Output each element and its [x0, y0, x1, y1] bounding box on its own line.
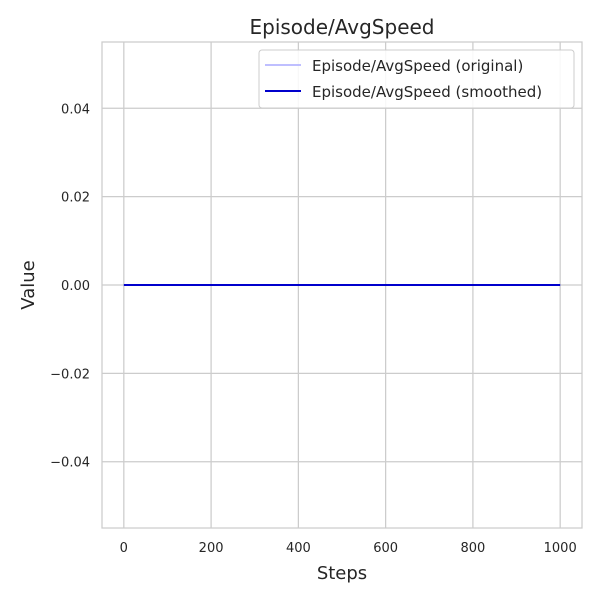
x-tick-label: 0 — [120, 541, 128, 556]
x-tick-label: 400 — [286, 541, 311, 556]
y-tick-label: −0.02 — [50, 367, 90, 382]
y-tick-label: 0.00 — [61, 279, 90, 294]
legend-label-smoothed: Episode/AvgSpeed (smoothed) — [312, 83, 542, 101]
x-tick-label: 600 — [373, 541, 398, 556]
x-axis-label: Steps — [317, 563, 367, 584]
plot-frame — [101, 41, 583, 529]
x-tick-label: 800 — [460, 541, 485, 556]
x-tick-labels: 0 200 400 600 800 1000 — [120, 541, 577, 556]
chart-title: Episode/AvgSpeed — [249, 15, 434, 39]
y-axis-label: Value — [18, 260, 39, 309]
legend: Episode/AvgSpeed (original) Episode/AvgS… — [258, 49, 575, 109]
y-tick-label: 0.04 — [61, 102, 90, 117]
x-tick-label: 1000 — [544, 541, 577, 556]
y-tick-label: −0.04 — [50, 456, 90, 471]
y-tick-label: 0.02 — [61, 191, 90, 206]
x-tick-label: 200 — [199, 541, 224, 556]
y-tick-labels: −0.04 −0.02 0.00 0.02 0.04 — [50, 102, 90, 470]
legend-box — [258, 49, 575, 109]
legend-label-original: Episode/AvgSpeed (original) — [312, 57, 523, 75]
